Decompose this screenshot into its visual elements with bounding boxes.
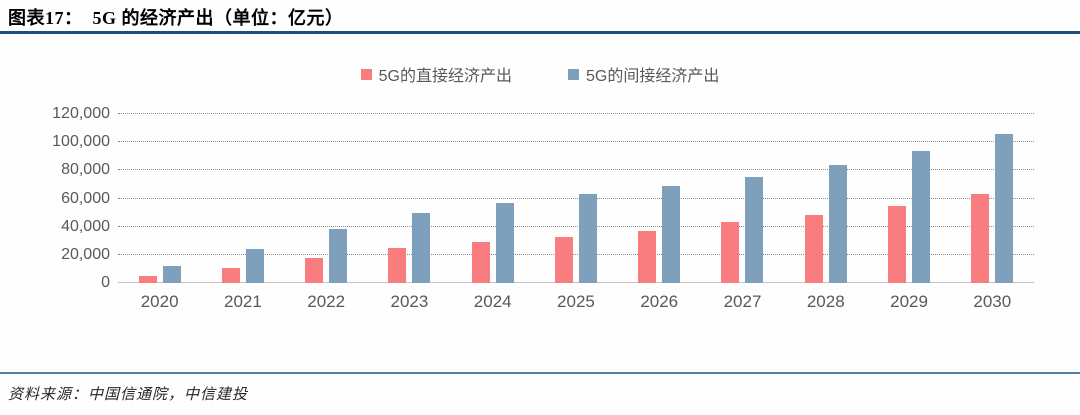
- x-tick-label-2020: 2020: [140, 292, 179, 311]
- bar-indirect-2021: [245, 249, 264, 283]
- footer-divider-line: [0, 372, 1080, 374]
- y-tick-label-120000: 120,000: [52, 105, 110, 122]
- y-tick-label-60000: 60,000: [61, 189, 110, 207]
- bar-direct-2029: [888, 205, 907, 283]
- bar-direct-2027: [721, 222, 740, 283]
- bar-indirect-2023: [412, 212, 431, 283]
- source-note: 资料来源：中国信通院，中信建投: [8, 387, 249, 403]
- legend-swatch-direct: [360, 68, 372, 80]
- legend-item-indirect: 5G的间接经济产出: [568, 62, 719, 86]
- bar-group-2023: [368, 114, 451, 283]
- bar-group-2030: [951, 114, 1034, 283]
- x-axis-line: [118, 282, 1034, 283]
- x-tick-label-2026: 2026: [640, 292, 679, 311]
- bar-indirect-2025: [578, 194, 597, 283]
- x-tick-label-2023: 2023: [390, 292, 429, 311]
- gridline-100000: [118, 141, 1034, 143]
- bar-group-2022: [285, 114, 368, 283]
- y-axis-labels: 0 20,000 40,000 60,000 80,000 100,000 120,000: [0, 106, 110, 291]
- bar-indirect-2022: [329, 229, 348, 283]
- y-tick-label-80000: 80,000: [61, 161, 110, 179]
- legend-label-direct: 5G的直接经济产出: [378, 68, 512, 85]
- legend-label-indirect: 5G的间接经济产出: [586, 68, 720, 85]
- bar-group-2020: [118, 114, 201, 283]
- bar-direct-2026: [638, 230, 657, 283]
- gridline-120000: [118, 113, 1034, 114]
- x-tick-label-2025: 2025: [557, 292, 595, 311]
- bar-groups: [118, 114, 1034, 283]
- bar-direct-2030: [971, 194, 990, 283]
- bar-direct-2022: [305, 257, 324, 283]
- gridline-60000: [118, 197, 1034, 199]
- y-tick-label-100000: 100,000: [52, 133, 110, 151]
- bar-indirect-2020: [162, 266, 181, 283]
- bar-group-2021: [201, 114, 284, 283]
- x-tick-label-2029: 2029: [890, 292, 928, 311]
- x-tick-label-2030: 2030: [973, 292, 1012, 311]
- bar-direct-2020: [138, 276, 157, 283]
- legend-swatch-indirect: [568, 68, 579, 80]
- bar-indirect-2024: [495, 202, 514, 283]
- bar-indirect-2026: [662, 185, 681, 283]
- bar-indirect-2029: [912, 150, 931, 283]
- bar-direct-2025: [554, 236, 573, 283]
- y-tick-label-20000: 20,000: [61, 245, 110, 263]
- bar-indirect-2027: [745, 177, 764, 283]
- bar-direct-2024: [471, 242, 490, 283]
- legend-item-direct: 5G的直接经济产出: [360, 62, 512, 86]
- y-tick-label-40000: 40,000: [61, 217, 110, 235]
- bar-indirect-2030: [995, 133, 1014, 283]
- x-tick-label-2027: 2027: [723, 292, 762, 311]
- bar-group-2027: [701, 114, 784, 283]
- chart-legend: 5G的直接经济产出 5G的间接经济产出: [0, 62, 1080, 86]
- bar-group-2026: [618, 114, 701, 283]
- bar-direct-2028: [804, 214, 823, 283]
- chart-title: 图表17： 5G 的经济产出（单位：亿元）: [8, 8, 344, 28]
- bar-group-2028: [784, 114, 867, 283]
- x-tick-label-2024: 2024: [473, 292, 512, 311]
- x-tick-label-2021: 2021: [223, 292, 262, 311]
- bar-direct-2023: [388, 247, 407, 283]
- bar-group-2025: [534, 114, 617, 283]
- bar-group-2029: [867, 114, 950, 283]
- gridline-80000: [118, 169, 1034, 171]
- x-axis-labels: 2020 2021 2022 2023 2024 2025 2026 2027 2028 2029…: [118, 292, 1034, 312]
- bar-direct-2021: [221, 267, 240, 283]
- gridline-20000: [118, 253, 1034, 255]
- title-divider-line: [0, 31, 1080, 34]
- x-tick-label-2028: 2028: [806, 292, 845, 311]
- bar-group-2024: [451, 114, 534, 283]
- gridline-40000: [118, 225, 1034, 227]
- bar-indirect-2028: [828, 164, 847, 283]
- plot-area: [118, 113, 1034, 283]
- y-tick-label-0: 0: [101, 274, 110, 291]
- x-tick-label-2022: 2022: [307, 292, 346, 311]
